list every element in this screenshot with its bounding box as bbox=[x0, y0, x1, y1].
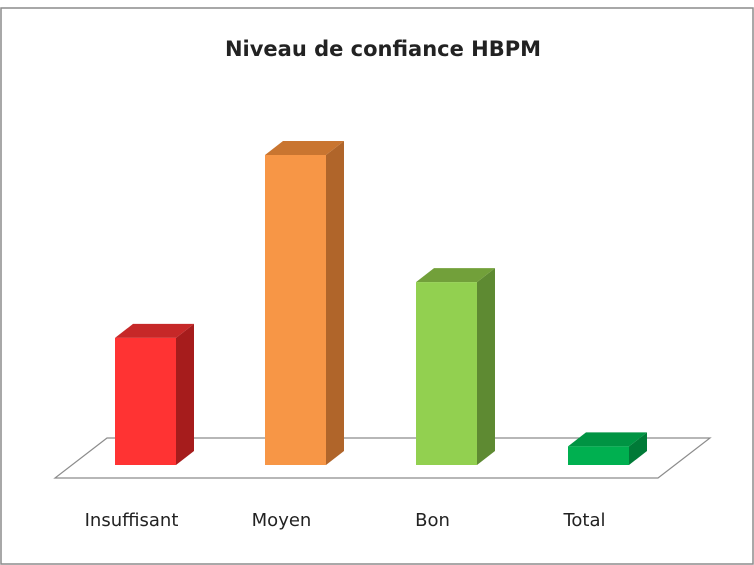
bar bbox=[115, 337, 176, 465]
bar-side bbox=[629, 432, 647, 465]
bar-top bbox=[416, 268, 495, 283]
bar bbox=[416, 282, 477, 465]
bar-top bbox=[265, 141, 344, 155]
bar-side bbox=[326, 141, 344, 465]
bar-side bbox=[176, 323, 194, 465]
chart-title: Niveau de confiance HBPM bbox=[225, 37, 541, 61]
x-tick-label: Bon bbox=[415, 510, 450, 531]
bar bbox=[265, 155, 326, 465]
bar-top bbox=[568, 432, 647, 447]
floor bbox=[53, 437, 712, 479]
bar bbox=[568, 446, 629, 465]
x-tick-label: Total bbox=[562, 510, 605, 531]
x-tick-label: Moyen bbox=[252, 510, 312, 531]
bar-side bbox=[477, 268, 495, 465]
x-tick-label: Insuffisant bbox=[85, 510, 179, 531]
bar-top bbox=[115, 323, 194, 338]
chart-frame bbox=[0, 7, 754, 565]
